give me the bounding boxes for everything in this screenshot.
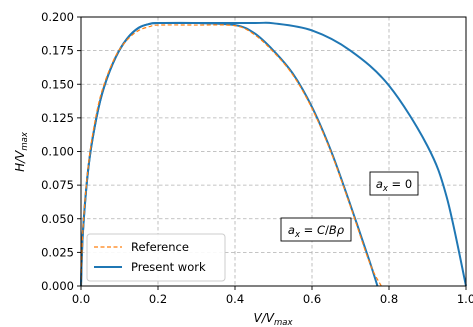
y-tick-label: 0.000 <box>41 279 74 293</box>
svg-text:H/Vmax: H/Vmax <box>13 131 30 172</box>
legend-label-present-work: Present work <box>131 260 206 274</box>
x-tick-label: 1.0 <box>457 292 473 306</box>
svg-text:ax = 0: ax = 0 <box>376 177 412 194</box>
x-tick-label: 0.2 <box>149 292 167 306</box>
x-tick-label: 0.8 <box>380 292 398 306</box>
x-tick-label: 0.6 <box>303 292 321 306</box>
y-tick-label: 0.025 <box>41 245 74 259</box>
legend: Reference Present work <box>86 233 226 282</box>
svg-text:ax = C/Bρ: ax = C/Bρ <box>288 223 345 240</box>
y-tick-label: 0.200 <box>41 10 74 24</box>
x-tick-label: 0.4 <box>226 292 244 306</box>
y-axis-label: H/Vmax <box>13 131 30 172</box>
y-tick-label: 0.050 <box>41 212 74 226</box>
y-tick-label: 0.150 <box>41 77 74 91</box>
legend-label-reference: Reference <box>131 240 189 254</box>
y-tick-label: 0.075 <box>41 178 74 192</box>
y-tick-label: 0.175 <box>41 44 74 58</box>
ticks: 0.0 0.2 0.4 0.6 0.8 1.0 0.000 0.025 0.050 0.075 0.… <box>41 10 473 306</box>
y-tick-label: 0.125 <box>41 111 74 125</box>
x-axis-label: V/Vmax <box>254 311 294 327</box>
annotation-ax-cbrho: ax = C/Bρ <box>280 217 352 242</box>
series-layer <box>80 21 467 287</box>
x-tick-label: 0.0 <box>72 292 90 306</box>
annotation-ax-zero: ax = 0 <box>369 171 419 196</box>
y-tick-label: 0.100 <box>41 145 74 159</box>
series-present-work-line-1 <box>80 21 379 287</box>
